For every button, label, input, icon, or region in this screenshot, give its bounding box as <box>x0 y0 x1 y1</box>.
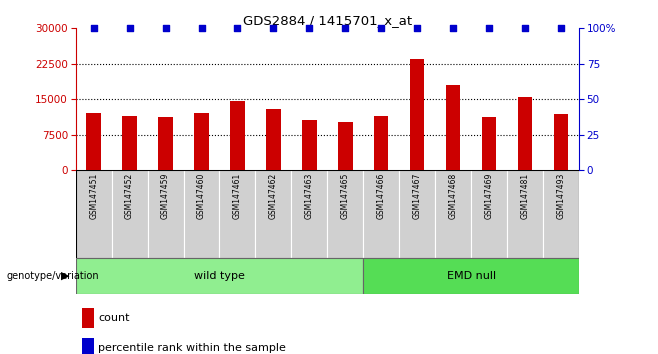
Bar <box>147 170 184 258</box>
Bar <box>220 170 255 258</box>
Bar <box>86 113 101 170</box>
Text: GSM147467: GSM147467 <box>413 172 422 219</box>
Bar <box>435 170 471 258</box>
Bar <box>374 116 388 170</box>
Bar <box>230 102 245 170</box>
Point <box>161 25 171 31</box>
Bar <box>363 170 399 258</box>
Bar <box>554 114 569 170</box>
Text: GSM147465: GSM147465 <box>341 172 350 219</box>
Text: GSM147452: GSM147452 <box>125 172 134 219</box>
Text: genotype/variation: genotype/variation <box>7 271 99 281</box>
Text: EMD null: EMD null <box>447 271 495 281</box>
Text: GSM147481: GSM147481 <box>520 172 530 219</box>
Text: GSM147459: GSM147459 <box>161 172 170 219</box>
Text: GSM147469: GSM147469 <box>485 172 494 219</box>
Bar <box>410 59 424 170</box>
Text: GSM147460: GSM147460 <box>197 172 206 219</box>
Text: GSM147461: GSM147461 <box>233 172 242 219</box>
Bar <box>82 308 94 328</box>
Text: GSM147451: GSM147451 <box>89 172 98 219</box>
Bar <box>291 170 327 258</box>
Point <box>556 25 567 31</box>
Bar <box>266 109 280 170</box>
Point <box>196 25 207 31</box>
Point <box>448 25 459 31</box>
Text: GSM147463: GSM147463 <box>305 172 314 219</box>
Text: percentile rank within the sample: percentile rank within the sample <box>98 343 286 353</box>
Bar <box>112 170 147 258</box>
Bar <box>122 116 137 170</box>
Point <box>340 25 351 31</box>
Bar <box>194 113 209 170</box>
Bar <box>363 258 579 294</box>
Bar <box>518 97 532 170</box>
Point <box>232 25 243 31</box>
Point <box>412 25 422 31</box>
Bar <box>76 170 112 258</box>
Bar <box>327 170 363 258</box>
Point <box>124 25 135 31</box>
Bar <box>76 258 363 294</box>
Point <box>376 25 386 31</box>
Bar <box>399 170 435 258</box>
Bar <box>543 170 579 258</box>
Bar <box>302 120 316 170</box>
Text: GSM147468: GSM147468 <box>449 172 458 219</box>
Bar <box>338 122 353 170</box>
Bar <box>159 117 173 170</box>
Point <box>88 25 99 31</box>
Point <box>484 25 494 31</box>
Bar <box>507 170 543 258</box>
Text: GSM147466: GSM147466 <box>377 172 386 219</box>
Point <box>520 25 530 31</box>
Text: GSM147493: GSM147493 <box>557 172 566 219</box>
Text: count: count <box>98 313 130 323</box>
Text: ▶: ▶ <box>61 271 69 281</box>
Text: GSM147462: GSM147462 <box>269 172 278 219</box>
Text: wild type: wild type <box>194 271 245 281</box>
Bar <box>184 170 220 258</box>
Title: GDS2884 / 1415701_x_at: GDS2884 / 1415701_x_at <box>243 14 412 27</box>
Bar <box>446 85 461 170</box>
Point <box>304 25 315 31</box>
Bar <box>82 338 94 354</box>
Bar <box>255 170 291 258</box>
Bar <box>482 117 496 170</box>
Point <box>268 25 279 31</box>
Bar <box>471 170 507 258</box>
